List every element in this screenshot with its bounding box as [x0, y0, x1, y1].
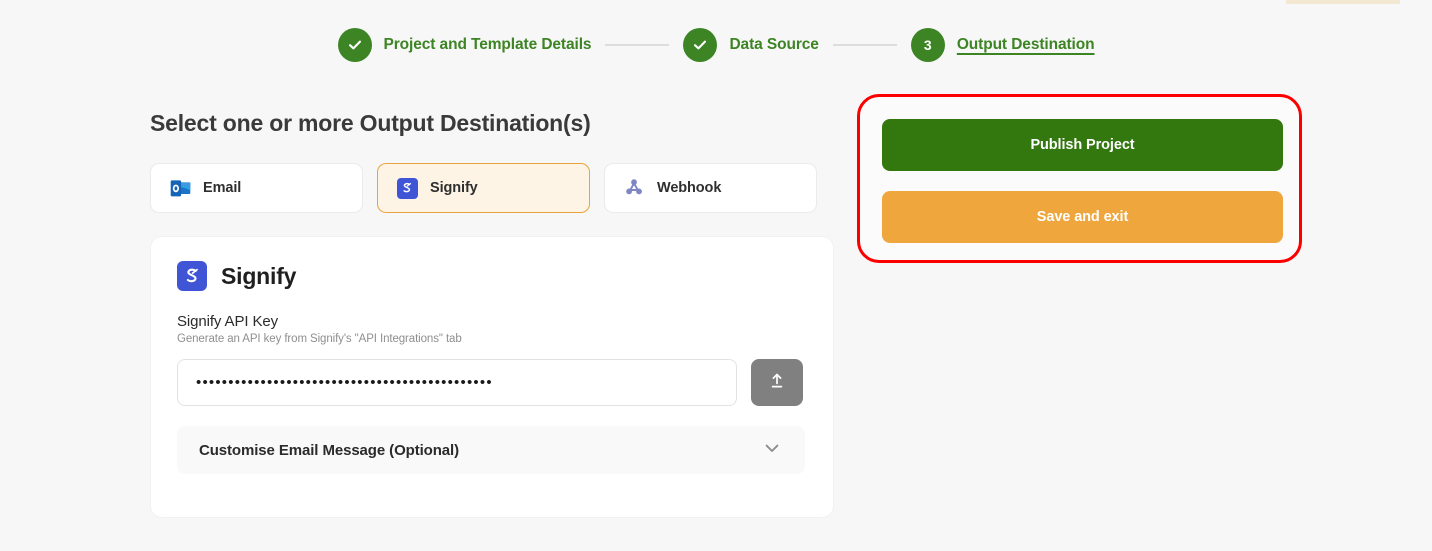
save-and-exit-button[interactable]: Save and exit	[882, 191, 1283, 243]
webhook-icon	[623, 177, 645, 199]
publish-project-button[interactable]: Publish Project	[882, 119, 1283, 171]
step-1-status-circle	[337, 28, 372, 62]
action-buttons-annotation-box: Publish Project Save and exit	[857, 94, 1302, 263]
top-edge-sliver	[1286, 0, 1400, 4]
wizard-stepper: Project and Template Details Data Source…	[0, 28, 1432, 62]
output-destination-panel: Select one or more Output Destination(s)…	[150, 110, 834, 518]
step-2-status-circle	[683, 28, 718, 62]
api-key-hint: Generate an API key from Signify's "API …	[177, 333, 462, 345]
destination-tab-row: Email Signify	[150, 163, 834, 213]
step-1-label: Project and Template Details	[383, 36, 592, 53]
step-output-destination[interactable]: 3 Output Destination	[910, 28, 1095, 62]
check-icon	[346, 36, 364, 54]
destination-tab-webhook-label: Webhook	[657, 180, 722, 196]
destination-tab-signify[interactable]: Signify	[377, 163, 590, 213]
destination-tab-email-label: Email	[203, 180, 242, 196]
step-connector-1	[605, 44, 670, 46]
config-card-title: Signify	[221, 262, 297, 289]
api-key-input[interactable]	[177, 359, 737, 406]
step-2-label: Data Source	[729, 36, 819, 53]
signify-icon	[396, 177, 418, 199]
step-project-and-template-details[interactable]: Project and Template Details	[337, 28, 592, 62]
upload-api-key-button[interactable]	[751, 359, 803, 406]
config-card-header: Signify	[177, 261, 807, 291]
api-key-label: Signify API Key	[177, 313, 279, 330]
check-icon	[691, 36, 709, 54]
customise-email-message-accordion[interactable]: Customise Email Message (Optional)	[177, 426, 805, 474]
signify-icon	[177, 261, 207, 291]
step-3-number: 3	[923, 37, 932, 53]
outlook-icon	[169, 177, 191, 199]
upload-icon	[767, 371, 787, 394]
destination-tab-signify-label: Signify	[430, 180, 478, 196]
step-connector-2	[832, 44, 897, 46]
destination-tab-webhook[interactable]: Webhook	[604, 163, 817, 213]
api-key-input-row	[177, 359, 807, 406]
step-3-label: Output Destination	[956, 36, 1095, 53]
page-title: Select one or more Output Destination(s)	[150, 110, 591, 136]
step-3-status-circle: 3	[910, 28, 945, 62]
step-data-source[interactable]: Data Source	[683, 28, 819, 62]
chevron-down-icon[interactable]	[761, 437, 783, 464]
signify-config-card: Signify Signify API Key Generate an API …	[150, 236, 834, 518]
customise-email-message-label: Customise Email Message (Optional)	[199, 441, 459, 459]
destination-tab-email[interactable]: Email	[150, 163, 363, 213]
